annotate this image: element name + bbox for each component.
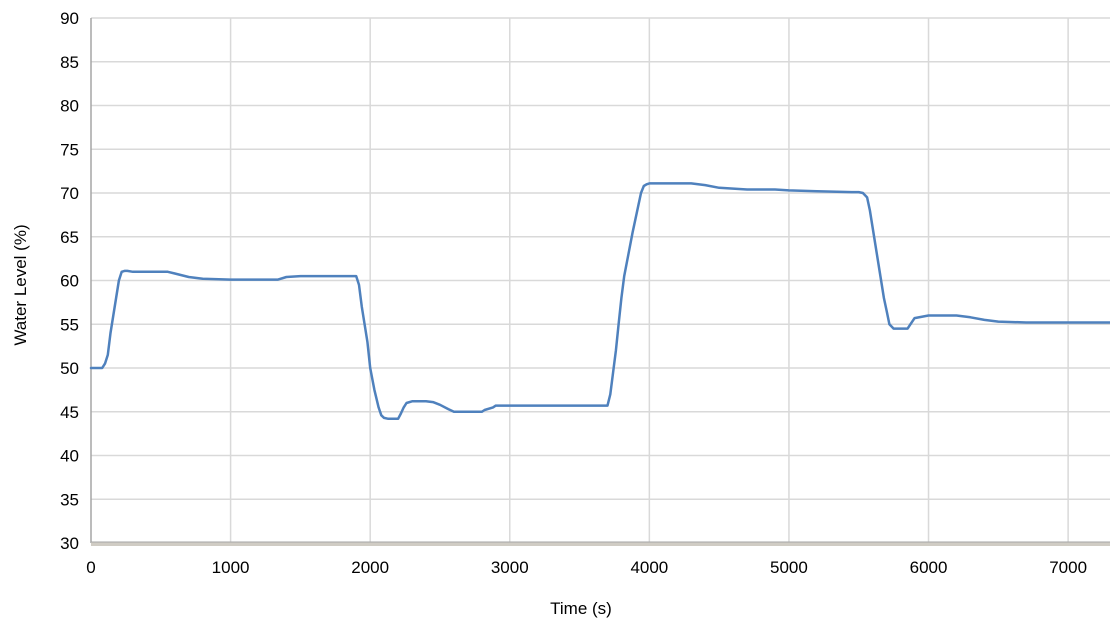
y-tick-label: 50	[60, 359, 79, 378]
y-tick-label: 35	[60, 490, 79, 509]
series-line	[89, 182, 1110, 421]
axes	[90, 18, 1110, 546]
x-tick-label: 4000	[630, 558, 668, 577]
y-tick-label: 70	[60, 184, 79, 203]
y-tick-label: 85	[60, 53, 79, 72]
y-tick-label: 60	[60, 272, 79, 291]
x-tick-label: 5000	[770, 558, 808, 577]
x-tick-label: 3000	[491, 558, 529, 577]
y-axis-title: Water Level (%)	[11, 224, 30, 345]
series-layer	[89, 182, 1110, 421]
x-tick-label: 6000	[910, 558, 948, 577]
x-tick-label: 2000	[351, 558, 389, 577]
y-tick-label: 80	[60, 97, 79, 116]
x-tick-label: 7000	[1049, 558, 1087, 577]
y-tick-label: 90	[60, 9, 79, 28]
tick-labels: 30 35 40 45 50 55 60 65 70 75 80 85 90 0 1000 2000 3000 4…	[60, 9, 1087, 577]
y-tick-label: 45	[60, 403, 79, 422]
x-tick-label: 0	[86, 558, 95, 577]
y-tick-label: 40	[60, 447, 79, 466]
y-tick-label: 75	[60, 140, 79, 159]
x-axis-line	[91, 542, 1110, 546]
y-tick-label: 55	[60, 315, 79, 334]
y-tick-label: 65	[60, 228, 79, 247]
x-axis-title: Time (s)	[550, 599, 612, 618]
y-tick-label: 30	[60, 534, 79, 553]
x-tick-label: 1000	[212, 558, 250, 577]
